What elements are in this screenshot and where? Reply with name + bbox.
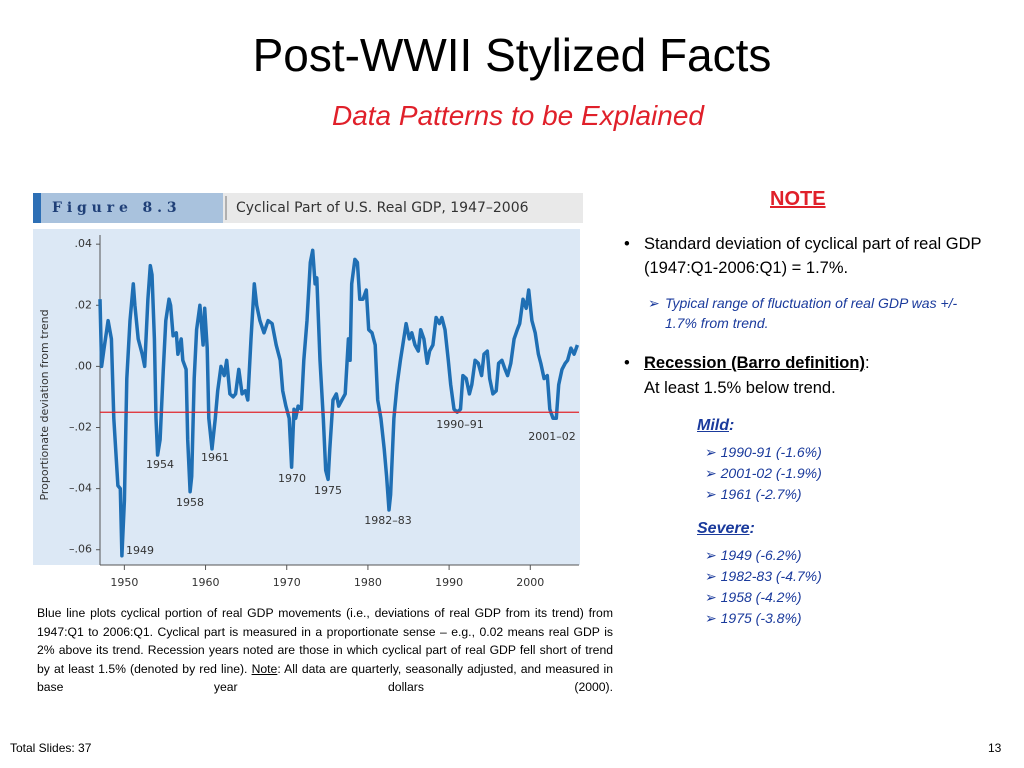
figure-accent [33, 193, 41, 223]
y-tick-label: –.02 [69, 421, 92, 434]
chart: F i g u r e 8 . 3 Cyclical Part of U.S. … [33, 193, 583, 589]
severe-heading: Severe: [697, 520, 755, 538]
x-tick-label: 1980 [354, 576, 382, 589]
list-item-text: 1975 (-3.8%) [720, 610, 802, 626]
severe-list: ➢ 1949 (-6.2%) ➢ 1982-83 (-4.7%) ➢ 1958 (-… [705, 545, 822, 629]
arrow-marker: ➢ [705, 465, 721, 481]
list-item-text: 1990-91 (-1.6%) [720, 444, 822, 460]
list-item-text: 1949 (-6.2%) [720, 547, 802, 563]
figure-label: F i g u r e 8 . 3 [52, 200, 177, 216]
y-tick-label: .00 [75, 359, 93, 372]
bullet: • Standard deviation of cyclical part of … [624, 232, 986, 280]
list-item: ➢ 2001-02 (-1.9%) [705, 463, 822, 484]
bullet-text: At least 1.5% below trend. [644, 379, 836, 397]
bullet-colon: : [864, 354, 870, 372]
arrow-marker: ➢ [705, 589, 721, 605]
caption: Blue line plots cyclical portion of real… [37, 604, 613, 697]
bullet-head: Recession (Barro definition) [644, 354, 865, 372]
subtitle: Data Patterns to be Explained [331, 100, 704, 131]
severe-label: Severe [697, 520, 750, 537]
y-tick-label: .02 [75, 298, 93, 311]
caption-note: Note [251, 661, 278, 676]
y-tick-label: .04 [75, 237, 93, 250]
note-heading: NOTE [770, 188, 826, 210]
annotation: 1970 [278, 472, 306, 485]
list-item: ➢ 1961 (-2.7%) [705, 484, 822, 505]
list-item: ➢ 1949 (-6.2%) [705, 545, 822, 566]
colon: : [729, 417, 735, 434]
arrow-marker: ➢ [705, 610, 721, 626]
list-item-text: 1982-83 (-4.7%) [720, 568, 822, 584]
annotation: 1990–91 [436, 418, 484, 431]
annotation: 1982–83 [364, 514, 412, 527]
arrow-marker: ➢ [705, 444, 721, 460]
annotation: 1949 [126, 544, 154, 557]
arrow-marker: ➢ [705, 486, 721, 502]
list-item-text: 1958 (-4.2%) [720, 589, 802, 605]
title: Post-WWII Stylized Facts [252, 29, 772, 81]
caption-text: : All data are quarterly, seasonally adj… [37, 661, 614, 695]
page-number: 13 [988, 741, 1002, 755]
bullet: • Recession (Barro definition): At least 1… [624, 354, 870, 397]
y-axis-label: Proportionate deviation from trend [38, 309, 51, 500]
annotation: 2001–02 [528, 430, 576, 443]
list-item-text: 2001-02 (-1.9%) [720, 465, 822, 481]
list-item: ➢ 1990-91 (-1.6%) [705, 442, 822, 463]
annotation: 1961 [201, 451, 229, 464]
sub-bullet-text: Typical range of fluctuation of real GDP… [665, 295, 958, 331]
gdp-line [98, 248, 580, 558]
arrow-marker: ➢ [705, 547, 721, 563]
colon: : [749, 520, 755, 537]
caption-text: Blue line plots cyclical portion of real… [37, 606, 613, 676]
x-tick-label: 2000 [516, 576, 544, 589]
plot-background [33, 229, 580, 565]
x-tick-label: 1970 [273, 576, 301, 589]
x-tick-label: 1950 [110, 576, 138, 589]
annotation: 1975 [314, 484, 342, 497]
list-item: ➢ 1982-83 (-4.7%) [705, 566, 822, 587]
y-tick-label: –.06 [69, 543, 92, 556]
bullet-text: Standard deviation of cyclical part of r… [644, 235, 982, 277]
chart-title: Cyclical Part of U.S. Real GDP, 1947–200… [236, 200, 529, 216]
mild-label: Mild [697, 417, 729, 434]
sub-bullet: ➢ Typical range of fluctuation of real GD… [648, 293, 968, 333]
mild-list: ➢ 1990-91 (-1.6%) ➢ 2001-02 (-1.9%) ➢ 1961… [705, 442, 822, 505]
list-item: ➢ 1975 (-3.8%) [705, 608, 822, 629]
annotation: 1954 [146, 458, 174, 471]
y-tick-label: –.04 [69, 482, 92, 495]
footer: Total Slides: 37 [10, 741, 92, 755]
x-tick-label: 1990 [435, 576, 463, 589]
list-item-text: 1961 (-2.7%) [720, 486, 802, 502]
annotation: 1958 [176, 496, 204, 509]
figure-label-box [33, 193, 223, 223]
list-item: ➢ 1958 (-4.2%) [705, 587, 822, 608]
arrow-marker: ➢ [705, 568, 721, 584]
x-tick-label: 1960 [192, 576, 220, 589]
mild-heading: Mild: [697, 417, 734, 435]
